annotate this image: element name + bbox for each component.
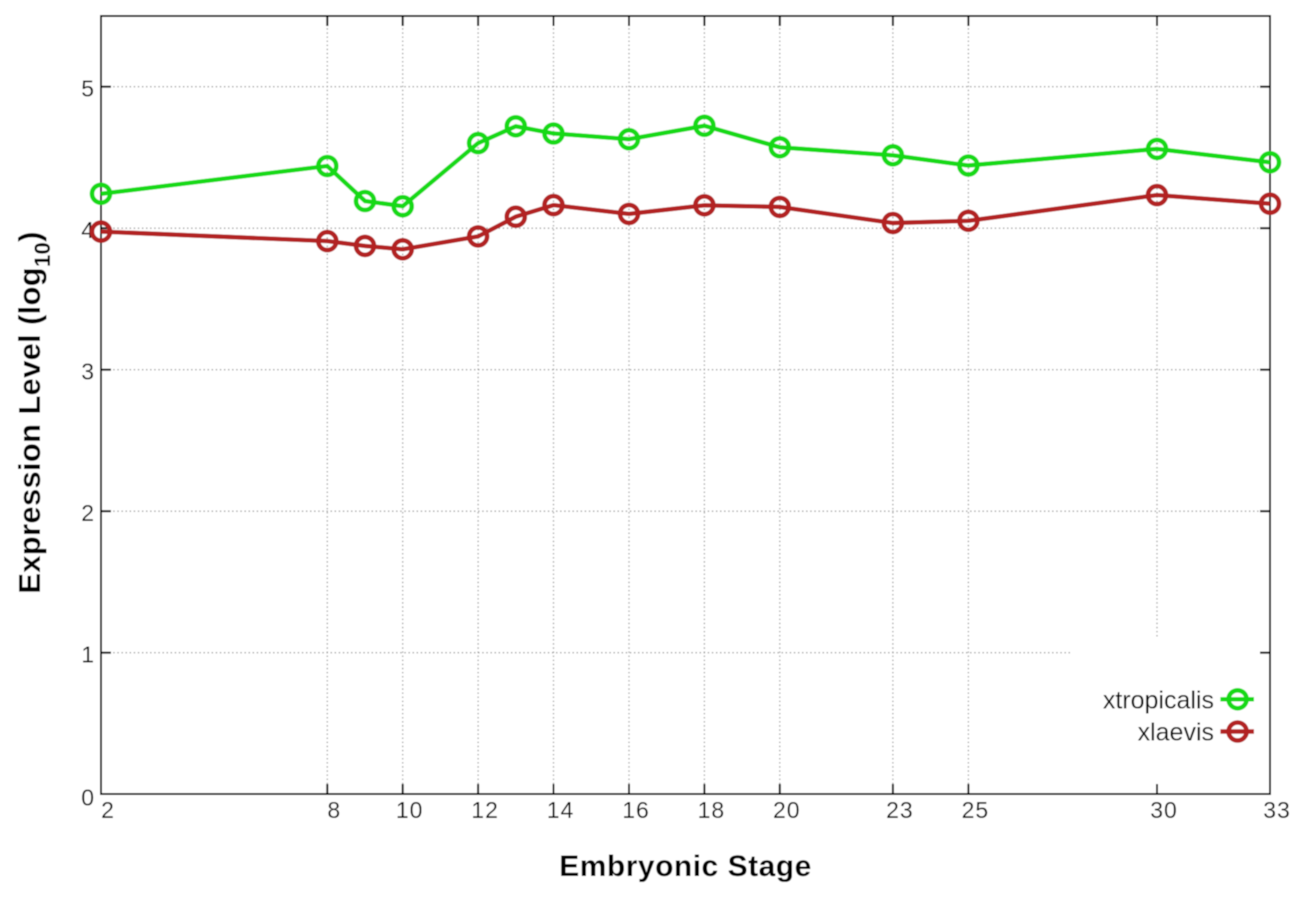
svg-text:18: 18 xyxy=(698,797,726,823)
svg-text:2: 2 xyxy=(81,500,94,526)
svg-text:5: 5 xyxy=(81,76,94,102)
svg-text:23: 23 xyxy=(886,797,914,823)
svg-text:1: 1 xyxy=(81,642,94,668)
svg-text:xlaevis: xlaevis xyxy=(1138,719,1214,747)
svg-text:14: 14 xyxy=(547,797,575,823)
svg-text:10: 10 xyxy=(396,797,424,823)
svg-text:12: 12 xyxy=(471,797,499,823)
svg-text:8: 8 xyxy=(327,797,341,823)
svg-text:0: 0 xyxy=(81,785,94,811)
svg-text:2: 2 xyxy=(101,797,115,823)
svg-text:30: 30 xyxy=(1150,797,1178,823)
svg-text:xtropicalis: xtropicalis xyxy=(1103,686,1214,714)
svg-text:25: 25 xyxy=(962,797,990,823)
svg-text:Embryonic Stage: Embryonic Stage xyxy=(559,850,812,883)
svg-text:16: 16 xyxy=(622,797,650,823)
svg-text:20: 20 xyxy=(773,797,801,823)
svg-text:3: 3 xyxy=(81,359,94,385)
svg-text:33: 33 xyxy=(1263,797,1291,823)
